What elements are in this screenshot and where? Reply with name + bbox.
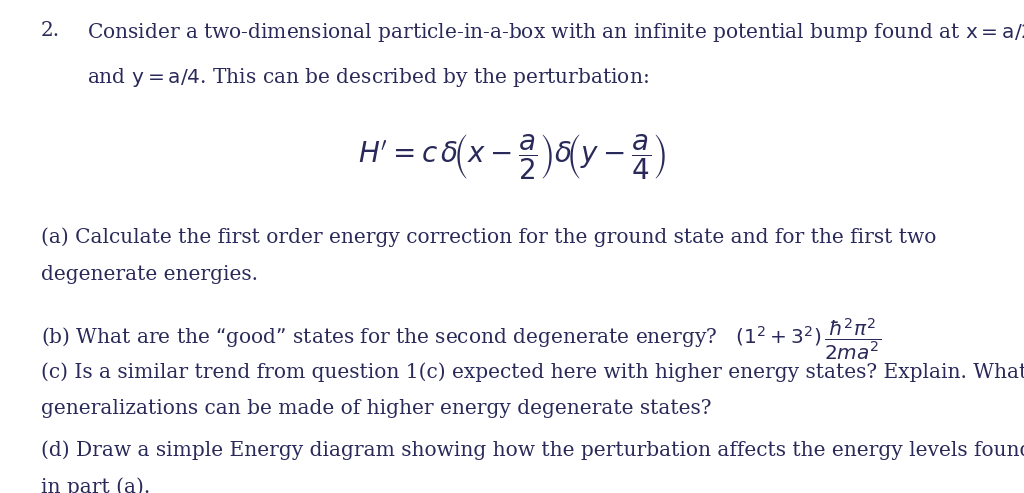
Text: $H' = c\, \delta \!\left(x - \dfrac{a}{2}\right) \delta \!\left(y - \dfrac{a}{4}: $H' = c\, \delta \!\left(x - \dfrac{a}{2… [357,132,667,182]
Text: (d) Draw a simple Energy diagram showing how the perturbation affects the energy: (d) Draw a simple Energy diagram showing… [41,440,1024,460]
Text: generalizations can be made of higher energy degenerate states?: generalizations can be made of higher en… [41,399,712,419]
Text: (a) Calculate the first order energy correction for the ground state and for the: (a) Calculate the first order energy cor… [41,227,936,246]
Text: and $\mathrm{y = a/4}$. This can be described by the perturbation:: and $\mathrm{y = a/4}$. This can be desc… [87,66,649,89]
Text: degenerate energies.: degenerate energies. [41,265,258,284]
Text: (b) What are the “good” states for the second degenerate energy?   $(1^2 + 3^2)\: (b) What are the “good” states for the s… [41,316,881,362]
Text: 2.: 2. [41,21,60,40]
Text: in part (a).: in part (a). [41,477,151,493]
Text: Consider a two-dimensional particle-in-a-box with an infinite potential bump fou: Consider a two-dimensional particle-in-a… [87,21,1024,44]
Text: (c) Is a similar trend from question 1(c) expected here with higher energy state: (c) Is a similar trend from question 1(c… [41,362,1024,382]
